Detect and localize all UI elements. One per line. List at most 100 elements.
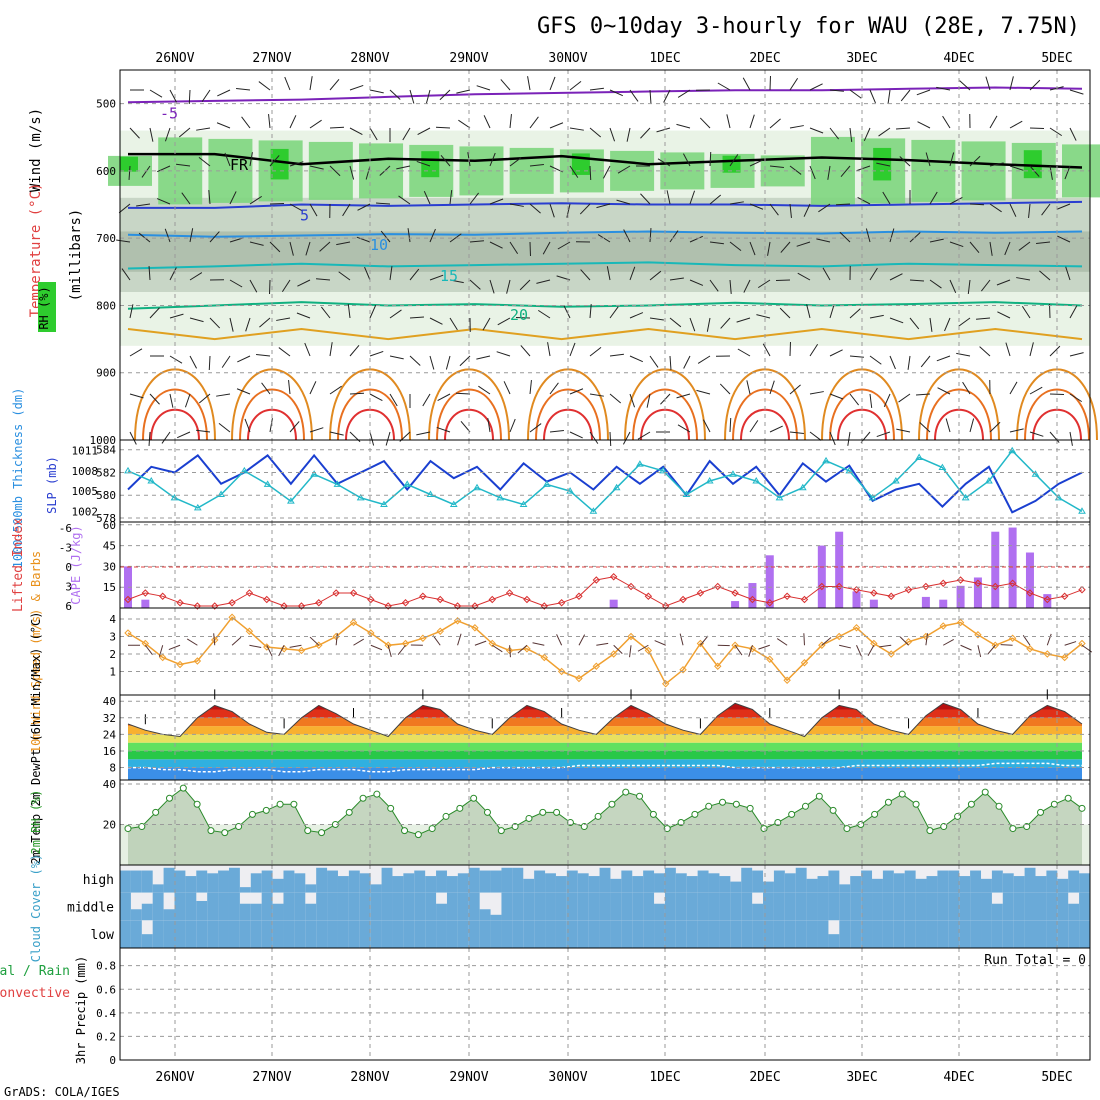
li-label: Lifted Index [11, 518, 26, 612]
legend-rh-swatch [38, 282, 56, 332]
surface-wind-barb [213, 633, 216, 646]
surface-wind-barb [186, 638, 198, 646]
cloud-cell [1057, 920, 1069, 948]
cloud-cell [207, 892, 219, 921]
cape-bar [921, 596, 930, 608]
cape-bar [991, 531, 1000, 608]
wind-barb [329, 385, 342, 395]
cloud-cell [664, 892, 677, 921]
wind-barb [482, 317, 491, 331]
surface-wind-barb [899, 636, 909, 646]
surface-wind-barb [960, 644, 972, 651]
slp-tick-label: 1011 [72, 445, 99, 458]
li-point [835, 582, 843, 591]
cloud-cell [174, 920, 186, 948]
li-point [436, 595, 444, 604]
wind-speed-point [731, 641, 739, 649]
wind-barb [455, 392, 471, 395]
slp-point [798, 483, 807, 491]
wind-barb [1021, 305, 1031, 319]
wind-barb [208, 190, 211, 205]
wind-barb [389, 355, 404, 360]
date-label-top: 3DEC [846, 51, 877, 66]
wind-speed-point [158, 653, 167, 662]
rh-point [401, 827, 409, 835]
slp-point [868, 493, 877, 501]
wind-barb [156, 198, 171, 205]
cloud-cell [414, 870, 426, 893]
rh-point [1078, 804, 1086, 812]
cloud-cell-bg [239, 865, 252, 893]
slp-point [659, 466, 668, 474]
li-point [818, 582, 826, 591]
wind-barb [569, 431, 583, 439]
cloud-cell [425, 876, 437, 893]
rh-point [622, 788, 630, 796]
cloud-cell [915, 920, 928, 948]
slp-point [566, 487, 574, 494]
cloud-cell [872, 878, 884, 893]
wind-barb [529, 203, 541, 214]
wind-barb [706, 317, 711, 332]
wind-barb [237, 355, 251, 363]
wind-speed-point [280, 645, 288, 653]
rh-point [138, 823, 146, 831]
wind-barb [249, 241, 264, 246]
precip-legend-convective: Convective [0, 986, 70, 1001]
wind-barb [469, 192, 480, 205]
upper-air-ylabel: (millibars) [68, 209, 84, 302]
cloud-cell [621, 870, 633, 893]
wind-barb [849, 127, 853, 142]
li-point [228, 599, 236, 607]
wind-barb [769, 425, 783, 433]
wind-barb [425, 89, 431, 104]
rh-point [995, 802, 1003, 810]
cloud-cell-bg [730, 865, 742, 893]
cloud-cell [316, 892, 328, 921]
contour-label: -5 [160, 104, 178, 122]
wind-barb [989, 115, 998, 129]
cloud-cell [545, 892, 557, 921]
cape-bar [939, 599, 948, 608]
wind-barb [537, 309, 551, 319]
wind-barb [221, 355, 231, 368]
cloud-cell [141, 903, 154, 921]
li-point [124, 595, 132, 604]
li-point [141, 589, 150, 597]
slp-point [682, 490, 691, 497]
rh-point [954, 812, 962, 820]
wind-barb [138, 232, 151, 243]
wind-barb [128, 165, 131, 181]
wind-barb [189, 355, 198, 369]
wind-barb [749, 241, 756, 256]
cloud-cell [534, 870, 546, 893]
wind-barb [369, 127, 378, 141]
wind-barb [757, 279, 771, 289]
cloud-cell [610, 920, 622, 948]
wind-speed-point [783, 676, 791, 684]
temp-band [128, 759, 1082, 768]
cloud-cell [403, 920, 415, 948]
wind-barb [789, 431, 804, 434]
date-label-top: 29NOV [449, 51, 488, 66]
wind-barb [229, 317, 234, 332]
wind-barb [767, 241, 771, 256]
wind-speed-point [852, 624, 861, 632]
cloud-cell [501, 867, 513, 893]
chart-title: GFS 0~10day 3-hourly for WAU (28E, 7.75N… [537, 14, 1080, 39]
surface-wind-barb [596, 642, 609, 646]
li-point [349, 589, 358, 597]
rh-wet-core [120, 156, 138, 172]
wind-speed-point [193, 657, 202, 665]
cloud-cell [523, 892, 535, 921]
li-point [280, 602, 288, 610]
pressure-tick-label: 800 [96, 299, 116, 312]
wind-barb [236, 388, 251, 395]
wind-barb [369, 431, 375, 446]
wind-barb [969, 203, 985, 206]
wind-barb [629, 355, 643, 363]
wind-barb [869, 314, 884, 319]
wind-barb [676, 393, 691, 399]
cloud-cell [654, 903, 666, 921]
rh-point [912, 800, 920, 808]
